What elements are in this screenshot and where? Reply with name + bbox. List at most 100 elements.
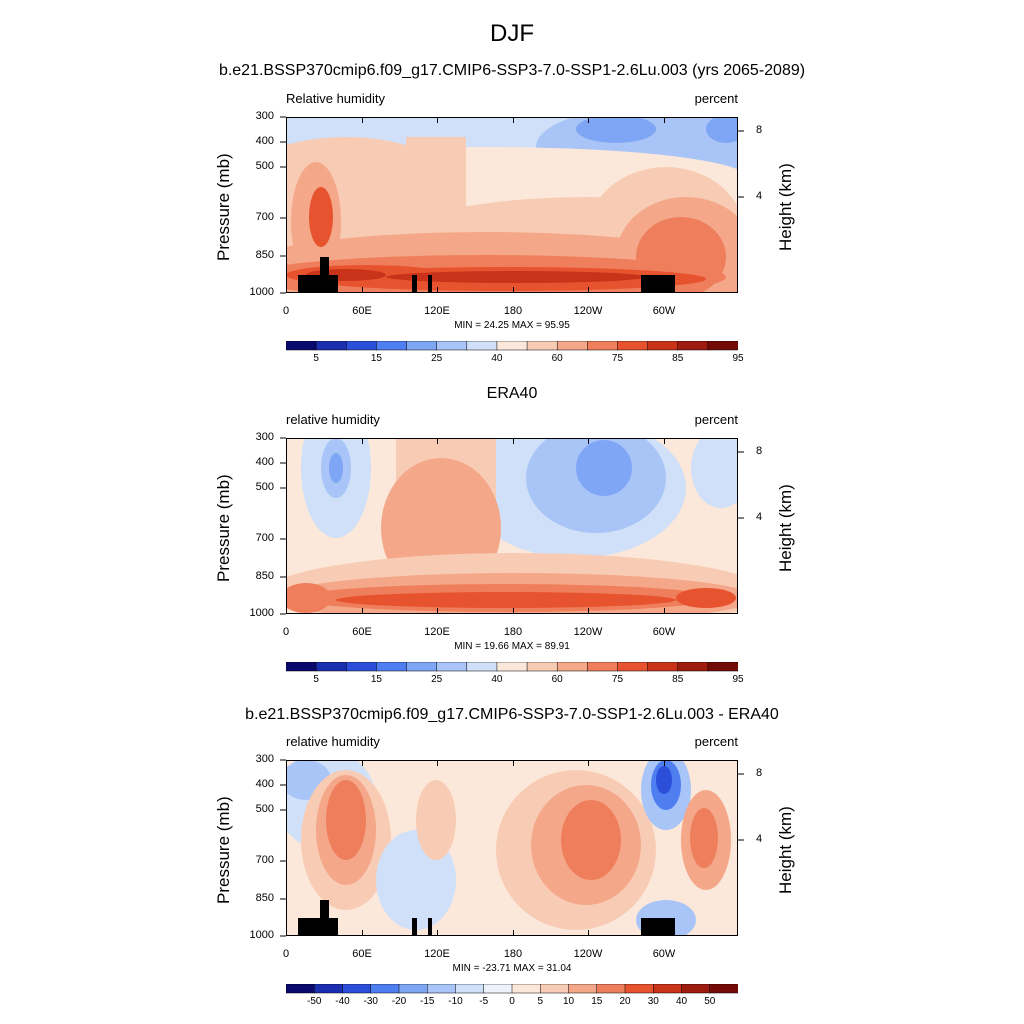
y-tick-label: 500 [255,160,274,172]
colorbar-label: 40 [491,353,503,364]
colorbar-swatch [556,662,588,672]
x-tick-label: 0 [282,626,290,638]
colorbar-swatch [496,341,528,351]
topography-mask [320,900,329,936]
contour-region [309,187,333,247]
y-tick-label: 850 [255,892,274,904]
y-tick-label: 1000 [249,286,274,298]
topography-mask [641,275,675,293]
colorbar-swatch [707,341,738,351]
colorbar-label: 60 [551,353,563,364]
y-tick-label: 700 [255,854,274,866]
colorbar-label: -15 [420,996,435,1007]
x-tick-label: 0 [282,948,290,960]
contour-plot-diff [286,760,738,936]
y-tick-label: 850 [255,570,274,582]
colorbar-label: 15 [370,674,382,685]
colorbar-swatch [568,984,598,994]
colorbar-label: 25 [431,674,443,685]
plot-frame [286,438,738,614]
panel-left-label: Relative humidity [286,91,385,106]
x-tick-label: 60E [352,948,372,960]
contour-region [336,592,676,608]
panel-right-label: percent [694,734,738,749]
colorbar-label: -5 [479,996,489,1007]
colorbar-swatch [526,662,558,672]
height-tick-label: 8 [756,767,763,779]
colorbar-label: 10 [562,996,575,1007]
colorbar-swatch [376,662,408,672]
panel-right-label: percent [694,412,738,427]
colorbar-label: 25 [431,353,443,364]
colorbar [286,662,738,672]
topography-mask [641,918,675,936]
contour-region [416,780,456,860]
x-tick-label: 120E [424,948,450,960]
colorbar-swatch [540,984,570,994]
height-tick-label: 8 [756,124,763,136]
colorbar-swatch [370,984,400,994]
axis-ticks [280,759,744,937]
x-tick-label: 60W [652,305,676,317]
panel-header: b.e21.BSSP370cmip6.f09_g17.CMIP6-SSP3-7.… [218,62,806,79]
colorbar-swatch [526,341,558,351]
height-tick-label: 4 [756,833,763,845]
colorbar-swatch [653,984,683,994]
colorbar-label: -20 [391,996,407,1007]
colorbar-label: 5 [313,353,319,364]
min-max-label: MIN = -23.71 MAX = 31.04 [452,963,572,974]
contour-plot-obs [286,438,738,614]
colorbar-swatch [466,341,498,351]
colorbar-swatch [406,341,438,351]
colorbar-swatch [398,984,428,994]
y-tick-label: 300 [255,431,274,443]
x-tick-label: 120E [424,305,450,317]
height-tick-label: 4 [756,190,763,202]
panel-left-label: relative humidity [286,412,380,427]
contour-region [706,117,738,143]
colorbar-swatch [436,341,468,351]
y-axis-title: Pressure (mb) [214,153,233,261]
colorbar-swatch [286,341,317,351]
colorbar-swatch [677,341,709,351]
y-tick-label: 1000 [249,607,274,619]
x-tick-label: 60E [352,626,372,638]
colorbar-swatch [315,662,347,672]
y-tick-label: 400 [255,778,274,790]
colorbar-label: 5 [537,996,544,1007]
panel-left-label: relative humidity [286,734,380,749]
x-tick-label: 120W [573,948,603,960]
contour-region [691,438,738,508]
colorbar-swatch [466,662,498,672]
plot-frame [286,760,738,936]
colorbar-label: 95 [732,353,744,364]
colorbar-label: -50 [307,996,322,1007]
colorbar-swatch [342,984,372,994]
topography-mask [428,275,432,293]
colorbar-swatch [617,662,649,672]
colorbar-swatch [511,984,541,994]
colorbar-swatch [376,341,408,351]
colorbar-swatch [624,984,654,994]
colorbar-label: 20 [619,996,631,1007]
x-tick-label: 120E [424,626,450,638]
colorbar-label: -40 [335,996,350,1007]
colorbar-swatch [709,984,738,994]
y2-axis-title: Height (km) [776,484,795,572]
contour-region [329,453,343,483]
colorbar-label: 85 [672,674,684,685]
x-tick-label: 60W [652,948,676,960]
x-tick-label: 60E [352,305,372,317]
colorbar-label: 50 [704,996,716,1007]
y-tick-label: 500 [255,803,274,815]
y-tick-label: 400 [255,135,274,147]
x-tick-label: 120W [573,626,603,638]
contour-region [576,117,656,143]
colorbar-swatch [677,662,709,672]
plot-frame [286,117,738,293]
contour-region [676,588,736,608]
y-tick-label: 400 [255,456,274,468]
colorbar-swatch [346,341,377,351]
colorbar-swatch [455,984,485,994]
axis-ticks [280,437,744,615]
